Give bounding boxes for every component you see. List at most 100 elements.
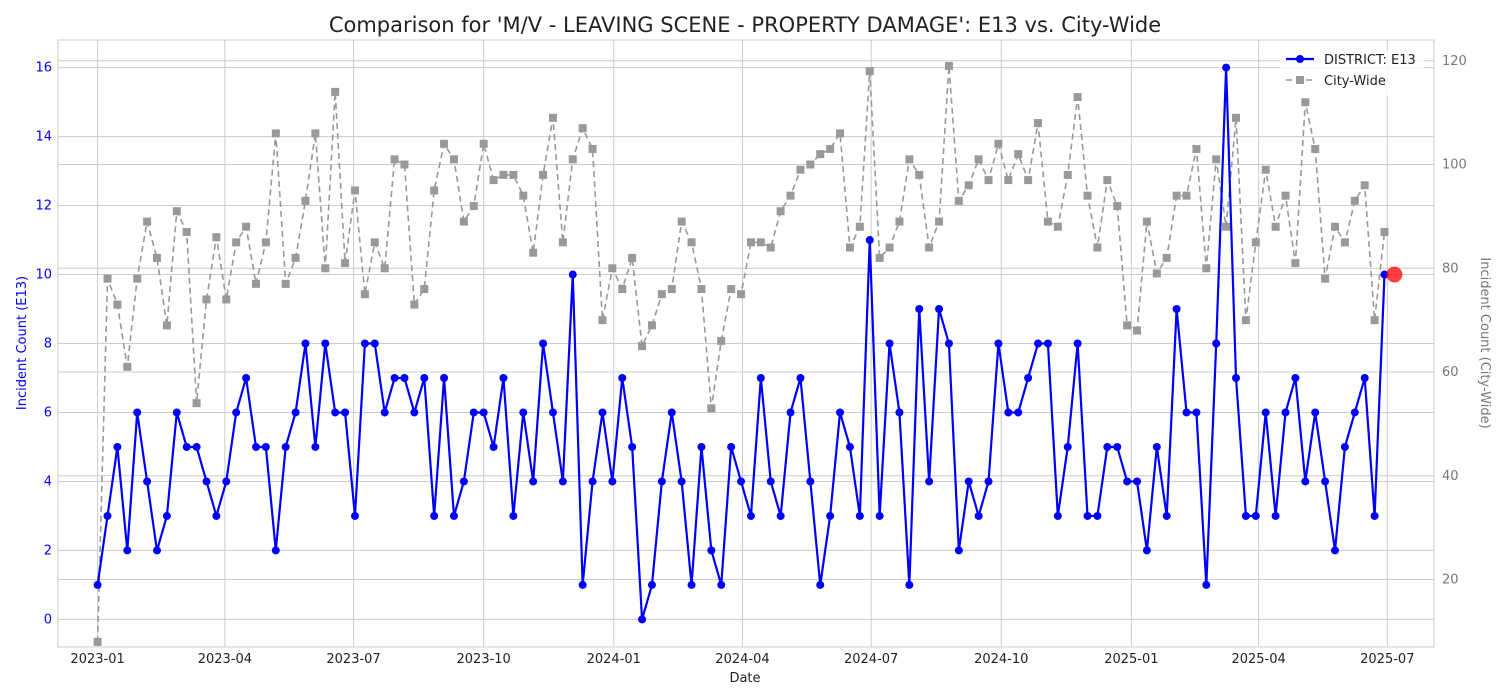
data-point-e13: [1301, 477, 1310, 486]
data-point-city-wide: [440, 139, 449, 148]
data-point-e13: [291, 408, 300, 417]
data-point-e13: [1113, 442, 1122, 451]
data-point-e13: [1311, 408, 1320, 417]
data-point-city-wide: [1370, 316, 1379, 325]
data-point-e13: [756, 373, 765, 382]
data-point-city-wide: [568, 155, 577, 164]
data-point-city-wide: [1113, 202, 1122, 211]
y-tick-label-right: 80: [1442, 261, 1459, 276]
data-point-e13: [1380, 270, 1389, 279]
data-point-e13: [1370, 511, 1379, 520]
data-point-city-wide: [618, 285, 627, 294]
data-point-e13: [944, 339, 953, 348]
data-point-e13: [1093, 511, 1102, 520]
data-point-city-wide: [558, 238, 567, 247]
data-point-e13: [1024, 373, 1033, 382]
data-point-city-wide: [410, 300, 419, 309]
y-tick-label-left: 14: [35, 130, 52, 145]
data-point-e13: [816, 580, 825, 589]
x-tick-label: 2024-10: [974, 652, 1028, 667]
data-point-e13: [746, 511, 755, 520]
data-point-e13: [1162, 511, 1171, 520]
data-point-city-wide: [737, 290, 746, 299]
data-point-e13: [133, 408, 142, 417]
data-point-e13: [836, 408, 845, 417]
data-point-e13: [113, 442, 122, 451]
data-point-city-wide: [1172, 191, 1181, 200]
y-tick-label-left: 10: [35, 268, 52, 283]
data-point-e13: [707, 546, 716, 555]
data-point-e13: [360, 339, 369, 348]
data-point-city-wide: [1123, 321, 1132, 330]
data-point-city-wide: [232, 238, 241, 247]
data-point-city-wide: [925, 243, 934, 252]
data-point-city-wide: [677, 217, 686, 226]
data-point-city-wide: [1212, 155, 1221, 164]
data-point-city-wide: [331, 87, 340, 96]
data-point-e13: [796, 373, 805, 382]
data-point-city-wide: [1182, 191, 1191, 200]
data-point-city-wide: [598, 316, 607, 325]
data-point-city-wide: [915, 170, 924, 179]
data-point-city-wide: [628, 253, 637, 262]
data-point-e13: [954, 546, 963, 555]
y-tick-label-right: 120: [1442, 54, 1467, 69]
data-point-e13: [727, 442, 736, 451]
data-point-city-wide: [855, 222, 864, 231]
data-point-e13: [380, 408, 389, 417]
data-point-city-wide: [350, 186, 359, 195]
data-point-city-wide: [212, 233, 221, 242]
data-point-e13: [647, 580, 656, 589]
data-point-e13: [588, 477, 597, 486]
data-point-city-wide: [1083, 191, 1092, 200]
y-tick-label-right: 40: [1442, 469, 1459, 484]
data-point-city-wide: [93, 637, 102, 646]
legend-box: [1280, 50, 1424, 96]
data-point-city-wide: [1311, 144, 1320, 153]
data-point-e13: [350, 511, 359, 520]
data-point-e13: [786, 408, 795, 417]
data-point-e13: [123, 546, 132, 555]
data-point-city-wide: [1222, 222, 1231, 231]
data-point-e13: [1034, 339, 1043, 348]
data-point-city-wide: [895, 217, 904, 226]
data-point-city-wide: [162, 321, 171, 330]
data-point-e13: [370, 339, 379, 348]
x-tick-label: 2024-04: [715, 652, 769, 667]
data-point-e13: [826, 511, 835, 520]
data-point-city-wide: [529, 248, 538, 257]
data-point-city-wide: [786, 191, 795, 200]
x-tick-label: 2025-07: [1360, 652, 1414, 667]
data-point-e13: [251, 442, 260, 451]
data-point-e13: [1192, 408, 1201, 417]
data-point-e13: [1360, 373, 1369, 382]
data-point-city-wide: [1053, 222, 1062, 231]
data-point-e13: [499, 373, 508, 382]
data-point-e13: [895, 408, 904, 417]
data-point-city-wide: [1251, 238, 1260, 247]
data-point-city-wide: [301, 196, 310, 205]
data-point-e13: [420, 373, 429, 382]
x-axis-label: Date: [729, 671, 760, 686]
data-point-city-wide: [1162, 253, 1171, 262]
data-point-e13: [172, 408, 181, 417]
data-point-city-wide: [1331, 222, 1340, 231]
data-point-city-wide: [420, 285, 429, 294]
data-point-e13: [1172, 305, 1181, 314]
data-point-e13: [1340, 442, 1349, 451]
data-point-e13: [301, 339, 310, 348]
data-point-e13: [1133, 477, 1142, 486]
data-point-city-wide: [172, 207, 181, 216]
data-point-e13: [558, 477, 567, 486]
legend: DISTRICT: E13 City-Wide: [1280, 50, 1424, 96]
data-point-city-wide: [766, 243, 775, 252]
data-point-city-wide: [667, 285, 676, 294]
y-tick-label-right: 60: [1442, 365, 1459, 380]
data-point-e13: [905, 580, 914, 589]
data-point-e13: [202, 477, 211, 486]
x-tick-label: 2024-01: [587, 652, 641, 667]
data-point-city-wide: [400, 160, 409, 169]
data-point-city-wide: [885, 243, 894, 252]
data-point-e13: [1004, 408, 1013, 417]
data-point-city-wide: [1241, 316, 1250, 325]
